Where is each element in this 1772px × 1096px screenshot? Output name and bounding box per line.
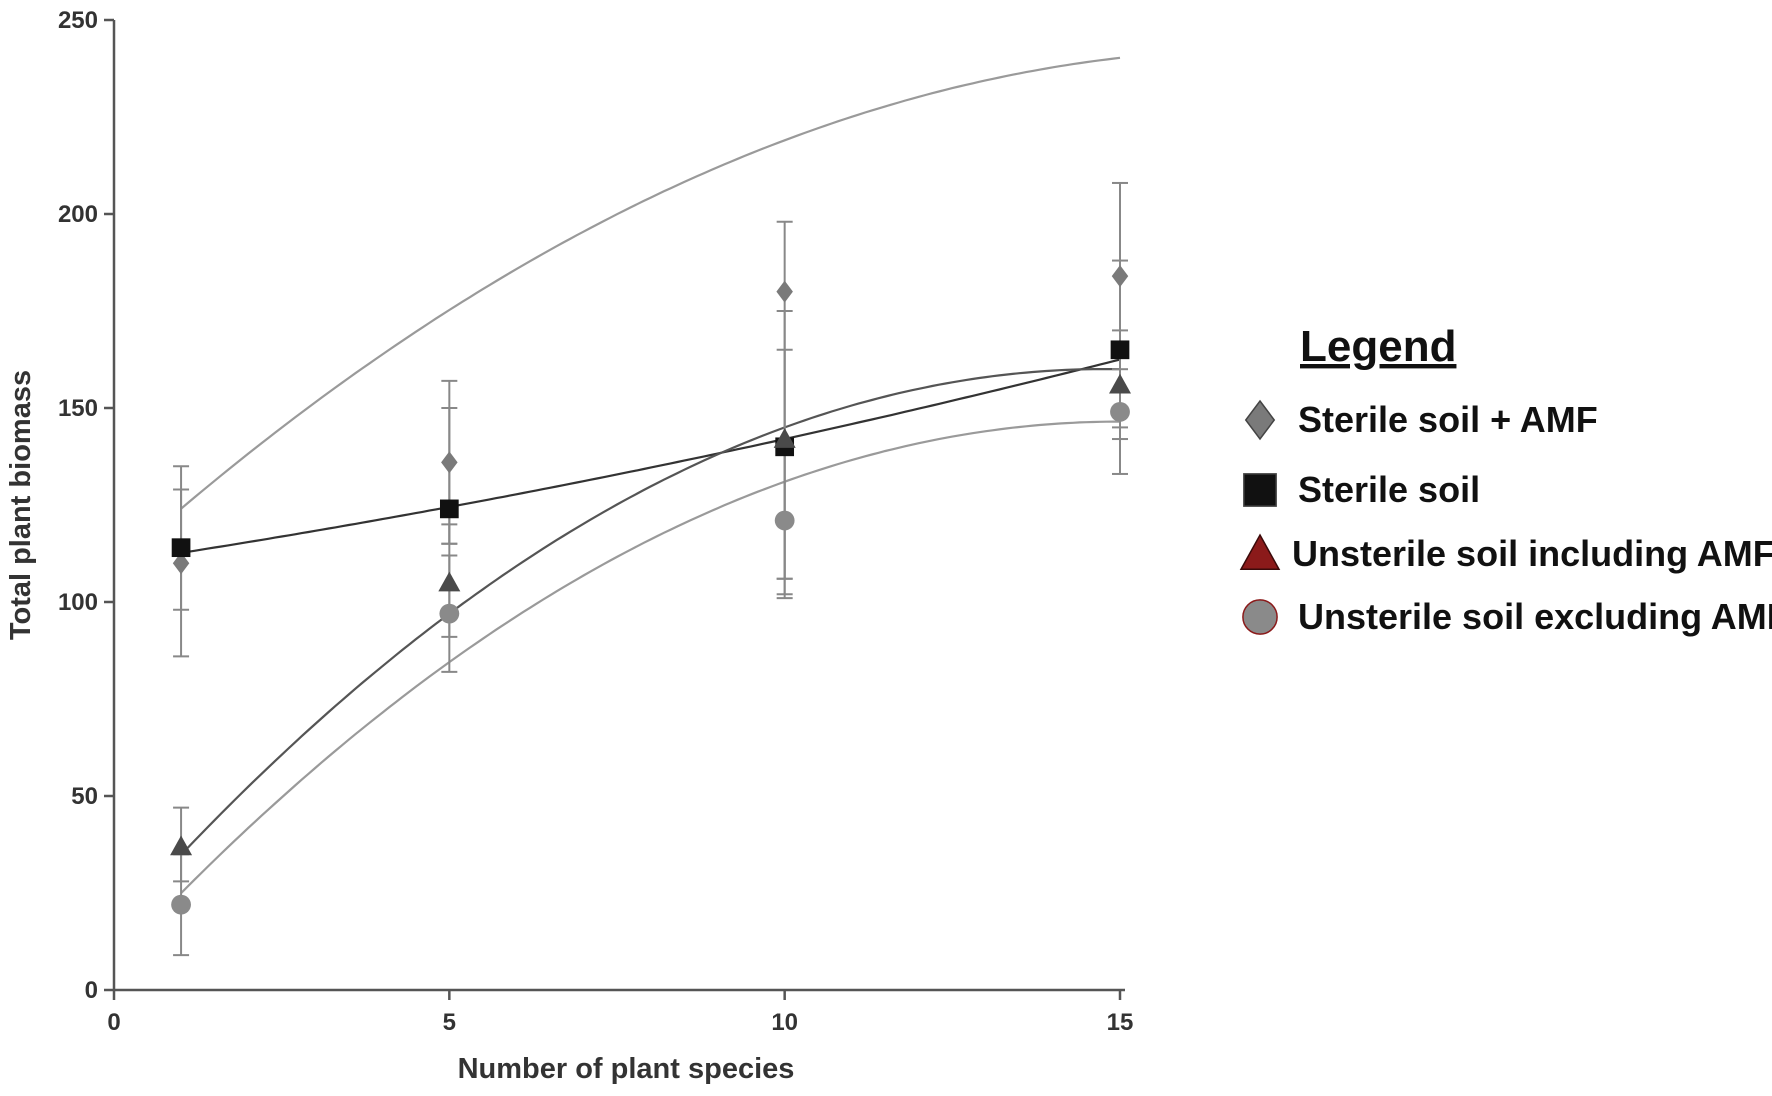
data-point-diamond [172, 552, 190, 575]
y-tick-label: 100 [58, 589, 98, 616]
data-point-diamond [776, 280, 793, 303]
data-point-circle [171, 894, 191, 915]
fit-curve-0 [180, 56, 1121, 510]
legend-label: Sterile soil [1298, 469, 1480, 510]
data-point-circle [1110, 401, 1130, 422]
data-point-square [439, 499, 459, 519]
data-point-triangle [1109, 373, 1131, 394]
x-axis-title: Number of plant species [458, 1053, 795, 1085]
x-tick-label: 0 [107, 1009, 120, 1036]
x-tick-label: 5 [443, 1009, 456, 1036]
y-tick-label: 50 [71, 783, 98, 810]
data-point-square [171, 538, 191, 558]
fit-curve-1 [180, 358, 1121, 554]
axes: 0 50 100 150 200 250 0 5 10 15 Number of plant s… [5, 7, 1133, 1085]
legend-title: Legend [1300, 322, 1456, 371]
legend: Legend Sterile soil + AMF Sterile soil Uns… [1239, 322, 1772, 637]
data-point-triangle [773, 428, 796, 448]
data-point-circle [439, 603, 460, 624]
legend-items: Sterile soil + AMF Sterile soil Unsterile … [1239, 399, 1772, 637]
legend-marker-square [1243, 473, 1277, 507]
data-point-triangle [438, 571, 461, 592]
x-tick-label: 15 [1107, 1009, 1134, 1036]
data-markers [170, 265, 1131, 915]
y-tick-label: 200 [58, 201, 98, 228]
y-axis-title: Total plant biomass [5, 370, 37, 640]
x-ticks: 0 5 10 15 [107, 990, 1133, 1036]
legend-item: Sterile soil [1243, 469, 1480, 510]
legend-label: Sterile soil + AMF [1298, 399, 1598, 440]
data-point-circle [774, 510, 795, 531]
legend-item: Unsterile soil excluding AMF [1242, 596, 1772, 637]
y-tick-label: 0 [85, 977, 98, 1004]
error-bars [173, 181, 1128, 957]
legend-item: Sterile soil + AMF [1244, 399, 1598, 441]
x-tick-label: 10 [771, 1009, 798, 1036]
data-point-triangle [170, 835, 193, 856]
data-point-diamond [1111, 265, 1129, 288]
legend-item: Unsterile soil including AMF [1239, 533, 1772, 574]
legend-marker-circle [1242, 599, 1278, 635]
data-point-square [1110, 340, 1130, 360]
fit-curve-3 [180, 420, 1120, 894]
fit-curve-2 [180, 368, 1121, 856]
y-tick-label: 150 [58, 395, 98, 422]
legend-marker-triangle [1239, 533, 1281, 570]
legend-label: Unsterile soil excluding AMF [1298, 596, 1772, 637]
plot-area [170, 56, 1131, 957]
y-ticks: 0 50 100 150 200 250 [58, 7, 114, 1004]
fit-curves [180, 56, 1121, 894]
legend-label: Unsterile soil including AMF [1292, 533, 1772, 574]
y-tick-label: 250 [58, 7, 98, 34]
data-point-diamond [441, 451, 458, 474]
legend-marker-diamond [1244, 399, 1276, 441]
